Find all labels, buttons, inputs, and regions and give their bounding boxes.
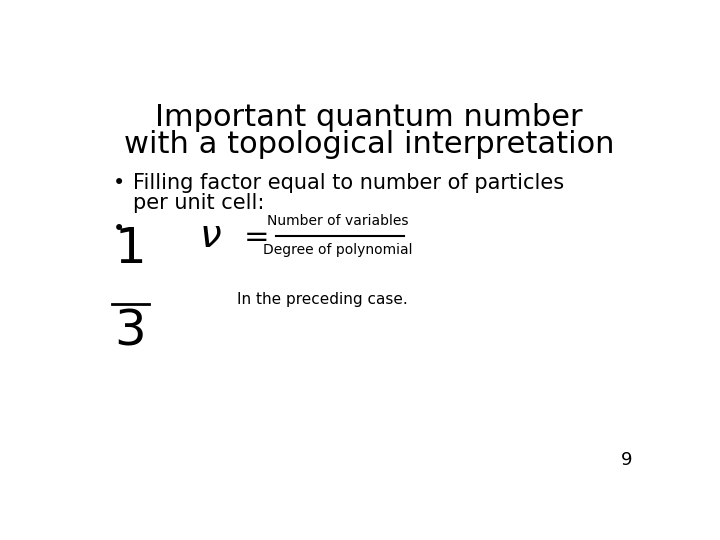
Text: Important quantum number: Important quantum number (156, 103, 582, 132)
Text: per unit cell:: per unit cell: (132, 193, 264, 213)
Text: •: • (113, 173, 125, 193)
Text: with a topological interpretation: with a topological interpretation (124, 130, 614, 159)
Text: Number of variables: Number of variables (267, 214, 409, 228)
Text: Filling factor equal to number of particles: Filling factor equal to number of partic… (132, 173, 564, 193)
Text: $\nu$: $\nu$ (199, 217, 222, 255)
Text: 1: 1 (114, 225, 146, 273)
Text: •: • (113, 219, 125, 239)
Text: Degree of polynomial: Degree of polynomial (264, 244, 413, 258)
Text: 9: 9 (621, 451, 632, 469)
Text: $=$: $=$ (238, 221, 268, 250)
Text: 3: 3 (114, 307, 146, 355)
Text: In the preceding case.: In the preceding case. (238, 292, 408, 307)
